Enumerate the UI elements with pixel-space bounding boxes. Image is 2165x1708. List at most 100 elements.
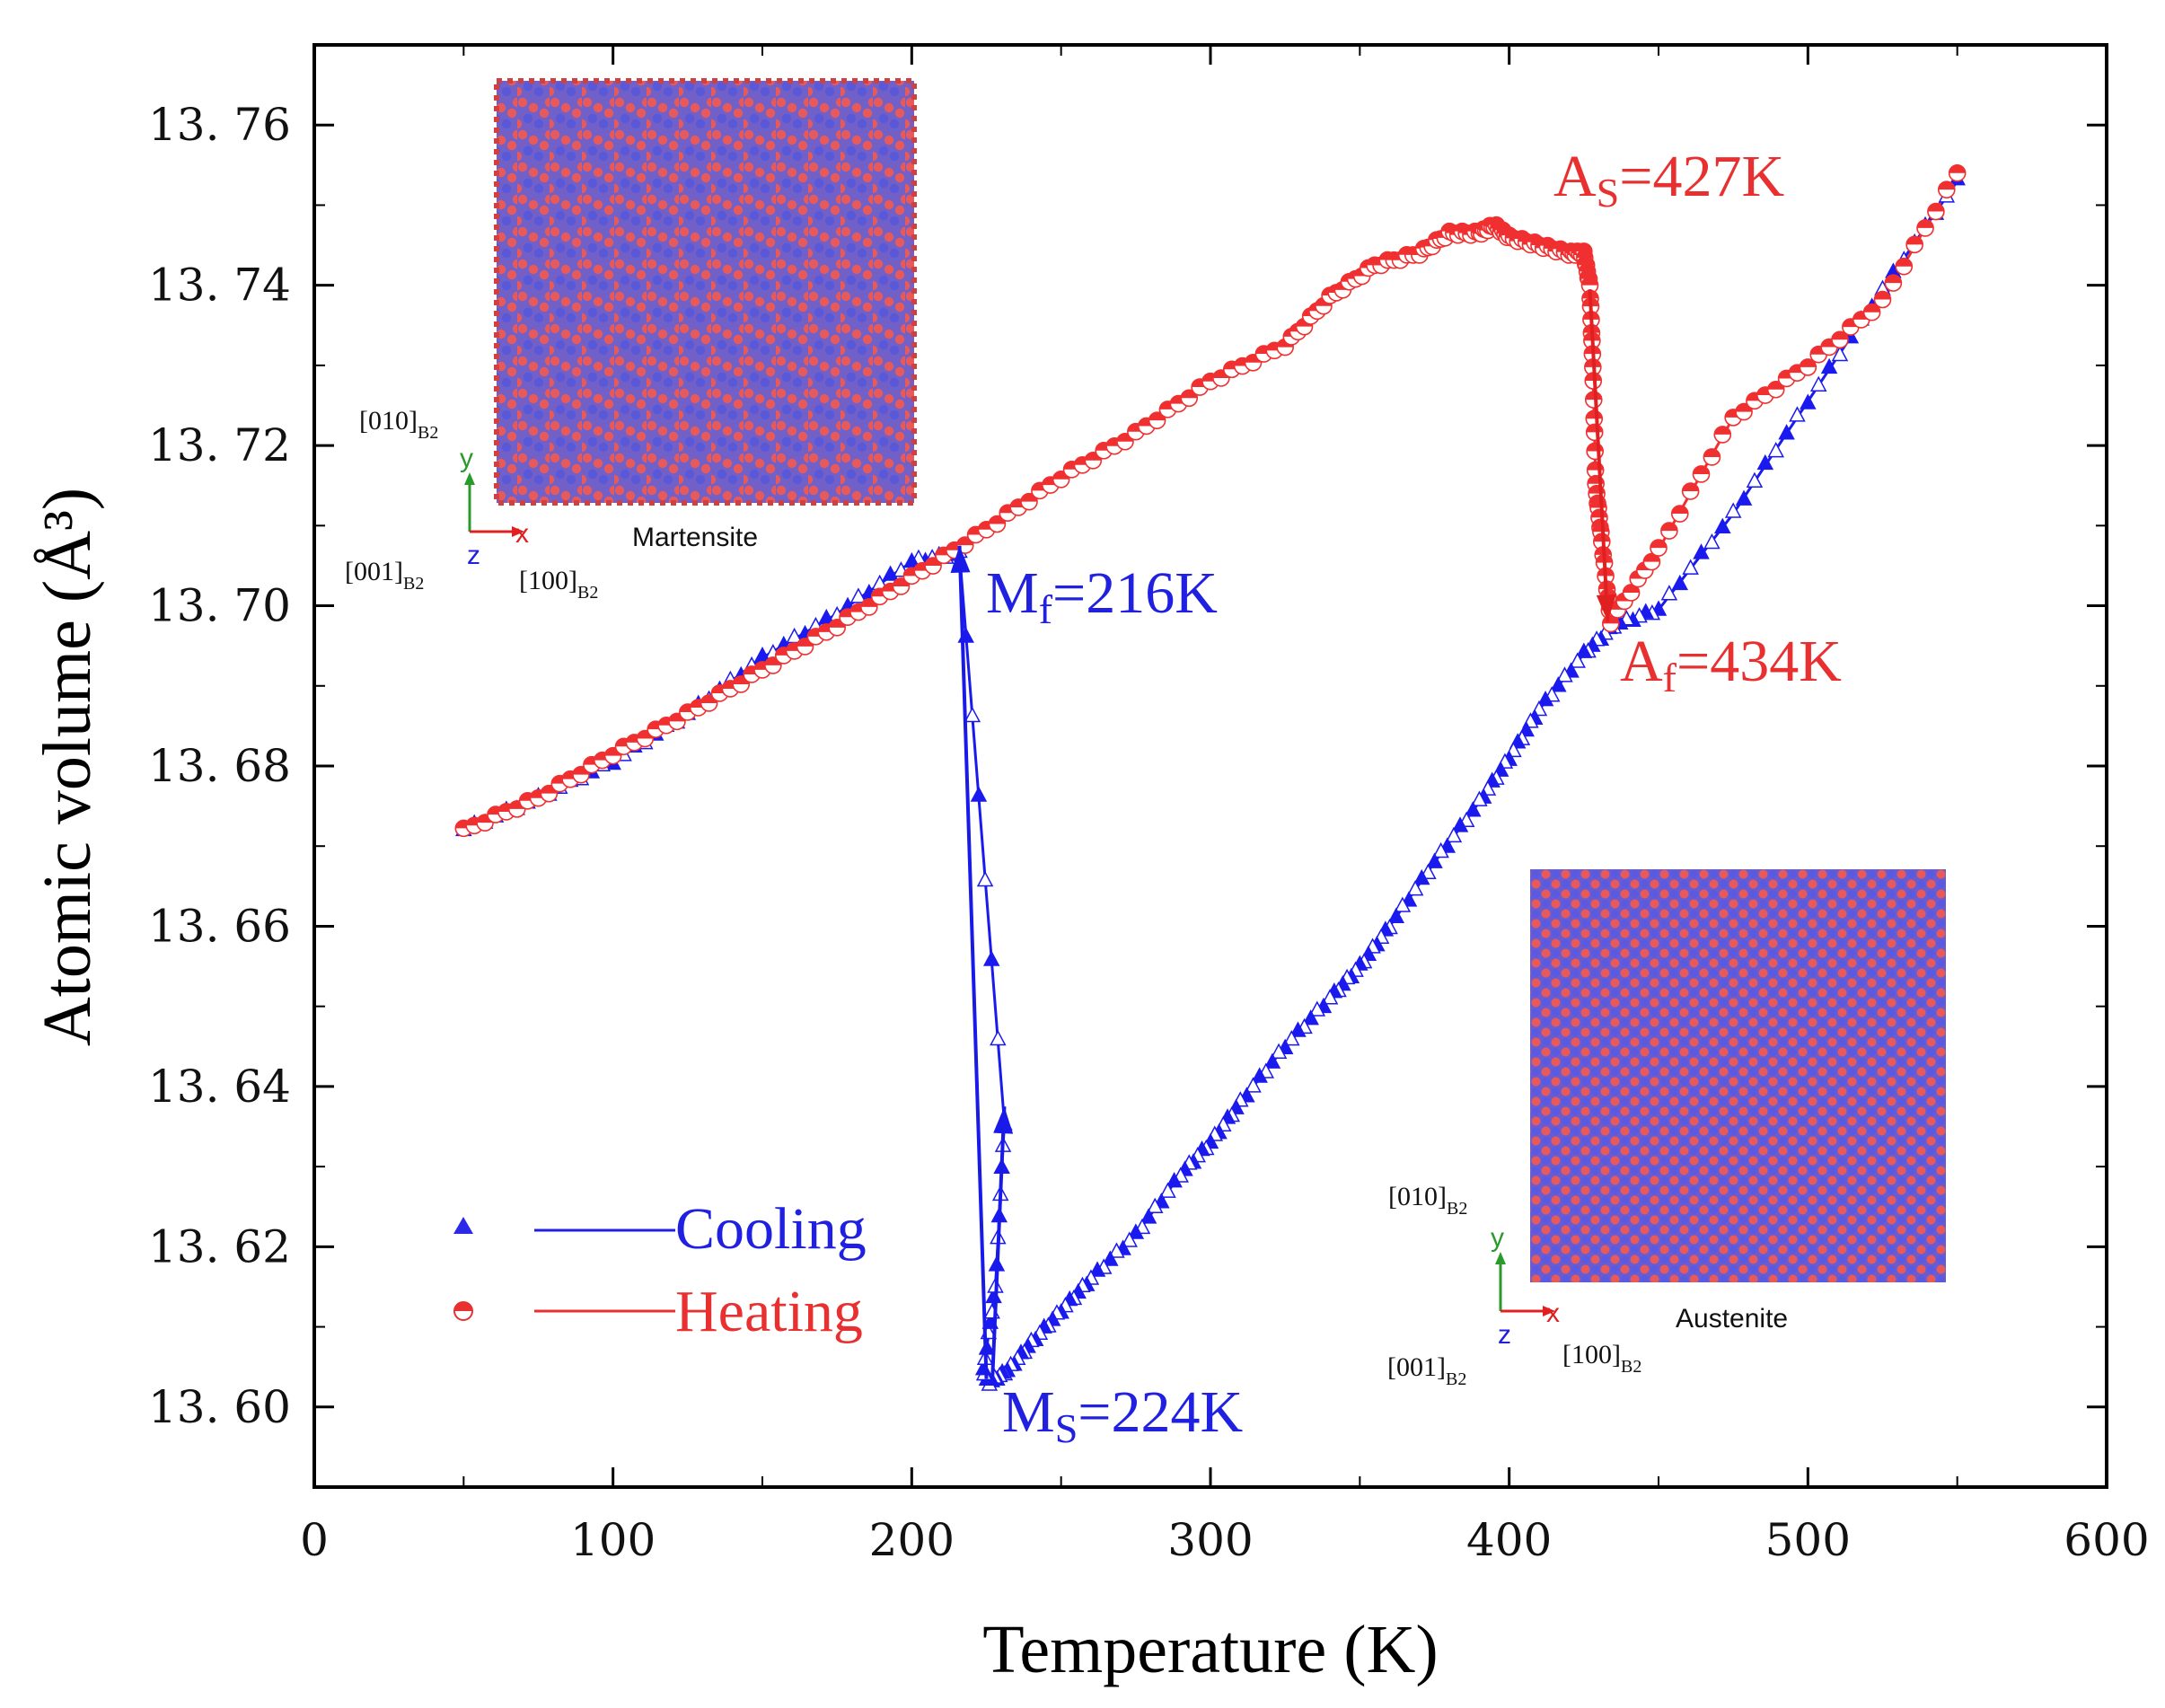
cooling-point [849, 587, 867, 603]
cooling-point [1778, 424, 1795, 440]
cooling-point [970, 786, 988, 802]
legend-heating-label: Heating [675, 1279, 863, 1344]
label-010: [010]B2 [1388, 1182, 1467, 1219]
label-001: [001]B2 [345, 557, 424, 594]
heating-point [764, 656, 782, 674]
heating-point [1642, 552, 1661, 571]
cooling-point [1146, 1197, 1164, 1214]
martensite-inset: y x z [010]B2 [001]B2 [100]B2 Martensite [345, 78, 917, 603]
cooling-point [1270, 1043, 1288, 1059]
cooling-point [1575, 642, 1593, 658]
cooling-point [1406, 880, 1424, 896]
heating-point [1831, 330, 1849, 349]
heating-point [1735, 402, 1753, 421]
cooling-point [1556, 666, 1573, 682]
cooling-point [1426, 852, 1443, 868]
cooling-point [1166, 1171, 1183, 1188]
cooling-point [1703, 533, 1721, 550]
cooling-point [1413, 868, 1430, 885]
heating-point [1895, 257, 1914, 276]
cooling-point [1321, 989, 1339, 1005]
cooling-point [982, 950, 1000, 966]
cooling-point [1140, 1208, 1157, 1224]
y-tick-label: 13. 72 [148, 419, 291, 471]
x-tick-label: 100 [570, 1514, 656, 1566]
cooling-point [1121, 1231, 1138, 1247]
cooling-point [1767, 441, 1784, 458]
heating-point [1927, 202, 1945, 221]
tick-labels: 0 100 200 300 400 500 600 13. 60 13. 62 13. 64 13.… [148, 99, 2150, 1566]
label-001: [001]B2 [1387, 1352, 1466, 1389]
cooling-point [990, 1029, 1007, 1046]
axis-x-label: x [1546, 1299, 1560, 1328]
y-tick-label: 13. 66 [148, 900, 291, 952]
cooling-point [1746, 471, 1764, 489]
cooling-point [1159, 1182, 1176, 1198]
cooling-point [1102, 1250, 1119, 1266]
cooling-point [1682, 559, 1699, 575]
heating-point [1650, 539, 1668, 557]
cooling-point [1302, 1009, 1319, 1026]
cooling-point [1088, 1261, 1106, 1277]
heating-point [1862, 303, 1881, 321]
y-tick-label: 13. 68 [148, 740, 291, 792]
legend: Cooling Heating [453, 1196, 867, 1344]
cooling-point [1308, 1000, 1326, 1017]
cooling-point [1387, 907, 1404, 923]
y-arrowhead [1495, 1252, 1506, 1264]
plot-frame [312, 43, 2108, 1489]
axis-y-label: y [1491, 1223, 1504, 1253]
label-100: [100]B2 [519, 566, 598, 603]
cooling-point [1550, 676, 1567, 692]
cooling-point [882, 565, 899, 581]
cooling-point [964, 706, 981, 723]
axis-x-label: x [515, 519, 529, 549]
heating-point [1180, 389, 1199, 408]
y-tick-label: 13. 76 [148, 99, 291, 151]
austenite-inset: y x z [010]B2 [001]B2 [100]B2 Austenite [1387, 869, 1946, 1389]
x-tick-label: 400 [1466, 1514, 1552, 1566]
heating-point [1584, 391, 1603, 409]
y-tick-label: 13. 62 [148, 1220, 291, 1272]
x-tick-label: 200 [869, 1514, 955, 1566]
cooling-point [1536, 691, 1554, 707]
martensite-caption: Martensite [632, 523, 758, 552]
heating-point [1020, 492, 1038, 511]
heating-point [1670, 505, 1689, 523]
martensite-atoms [497, 81, 914, 503]
heating-point [1916, 219, 1934, 237]
cooling-point [1251, 1067, 1268, 1083]
cooling-point [1809, 375, 1827, 392]
axis-z-label: z [467, 541, 480, 570]
y-tick-label: 13. 60 [148, 1381, 291, 1433]
x-tick-label: 300 [1167, 1514, 1253, 1566]
legend-heating-marker [453, 1301, 473, 1321]
heating-point [1948, 163, 1967, 182]
x-tick-label: 600 [2064, 1514, 2149, 1566]
legend-cooling-marker [453, 1217, 473, 1234]
label-100: [100]B2 [1562, 1340, 1641, 1377]
cooling-point [1127, 1223, 1145, 1239]
cooling-point [1245, 1077, 1262, 1093]
cooling-point [1735, 489, 1753, 506]
cooling-point [1693, 543, 1710, 559]
cooling-point [1445, 826, 1463, 843]
cooling-point [1283, 1030, 1300, 1046]
heating-point [1692, 465, 1711, 483]
austenite-axis-triad: y x z [1491, 1223, 1560, 1350]
austenite-atoms [1530, 869, 1946, 1282]
heating-point [1084, 451, 1103, 470]
axis-y-label: y [460, 444, 473, 473]
cooling-point [1671, 574, 1689, 591]
austenite-caption: Austenite [1676, 1304, 1788, 1334]
heating-point [1799, 358, 1817, 376]
cooling-point [1569, 652, 1586, 668]
y-axis-title: Atomic volume (Å³) [30, 488, 105, 1046]
heating-point [1660, 522, 1678, 540]
ms-up-arrow [990, 1106, 1014, 1379]
heating-point [1884, 274, 1903, 292]
as-annotation: AS=427K [1553, 144, 1784, 216]
heating-point [860, 598, 878, 616]
cooling-point [1714, 517, 1731, 533]
cooling-point [1789, 406, 1806, 422]
